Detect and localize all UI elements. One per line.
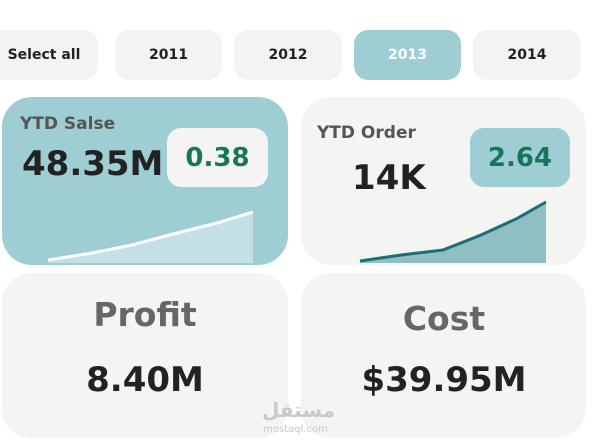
orders-card: YTD Order 14K 2.64 [301, 97, 586, 265]
filter-button[interactable]: 2012 [234, 30, 342, 80]
card-value: $39.95M [361, 360, 527, 400]
filter-button[interactable]: 2013 [354, 30, 461, 80]
card-value: 14K [352, 158, 426, 198]
card-badge: 2.64 [470, 128, 570, 187]
filter-button[interactable]: 2011 [115, 30, 222, 80]
profit-card: Profit 8.40M [2, 273, 288, 438]
watermark-url: mostaql.com [263, 424, 328, 435]
card-title: YTD Salse [20, 114, 116, 134]
filter-button[interactable]: Select all [0, 30, 98, 80]
card-title: YTD Order [317, 123, 416, 143]
sales-card: YTD Salse 48.35M 0.38 [2, 97, 288, 265]
sparkline [359, 200, 547, 263]
card-title: Cost [402, 299, 486, 338]
filter-button[interactable]: 2014 [473, 30, 581, 80]
watermark: مستقل [262, 398, 336, 422]
cost-card: Cost $39.95M [301, 273, 586, 438]
card-badge: 0.38 [167, 128, 268, 187]
card-value: 48.35M [22, 144, 164, 184]
sparkline [47, 210, 254, 263]
card-value: 8.40M [86, 360, 204, 400]
card-title: Profit [93, 295, 197, 334]
